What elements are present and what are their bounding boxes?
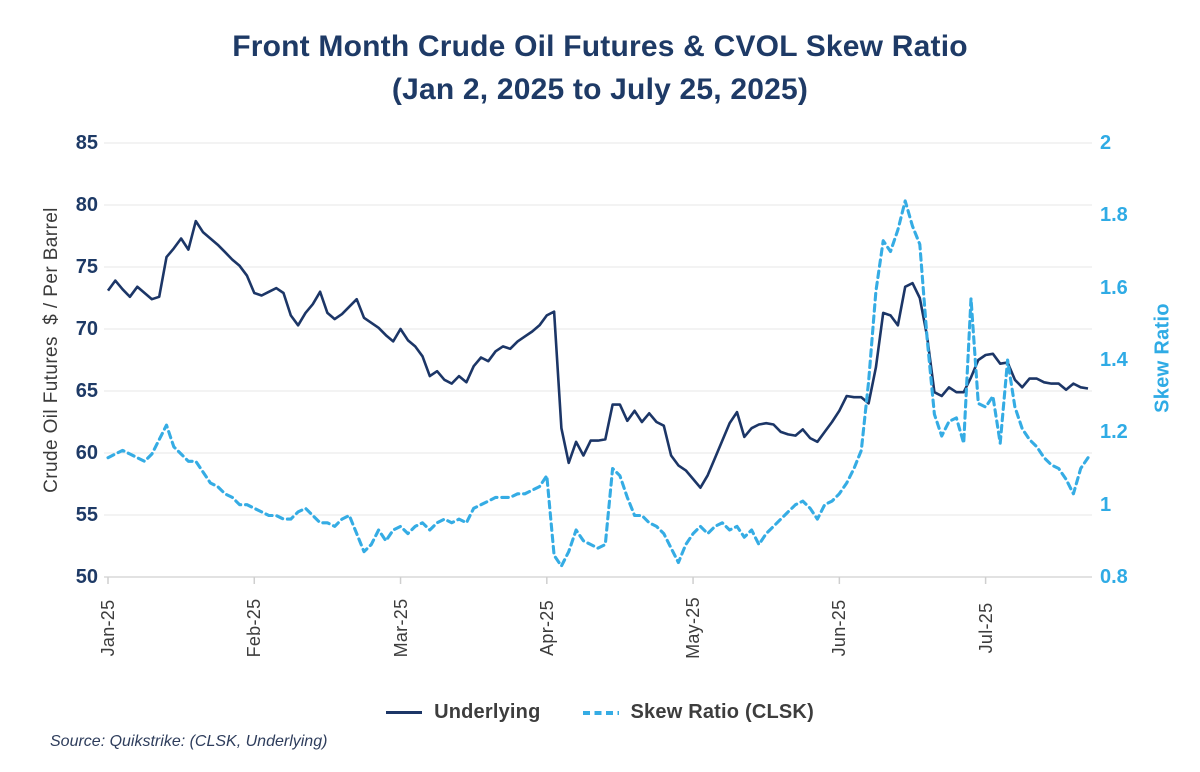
- y-axis-tick-label-left: 60: [75, 442, 98, 464]
- x-axis-tick-label: Jun-25: [829, 599, 850, 657]
- y-axis-tick-label-right: 0.8: [1100, 566, 1128, 588]
- legend-label-skew-ratio: Skew Ratio (CLSK): [630, 701, 814, 723]
- y-axis-tick-label-right: 1.6: [1100, 276, 1128, 299]
- underlying-line-swatch: [386, 711, 423, 714]
- x-axis-tick-label: May-25: [683, 597, 704, 659]
- x-axis-tick-label: Apr-25: [536, 600, 557, 656]
- y-axis-tick-label-right: 1.2: [1100, 421, 1128, 444]
- source-note: Source: Quikstrike: (CLSK, Underlying): [50, 733, 328, 750]
- y-axis-tick-label-left: 80: [75, 194, 98, 216]
- y-axis-tick-label-left: 65: [75, 380, 98, 402]
- x-axis-tick-label: Feb-25: [244, 598, 265, 658]
- x-axis-tick-label: Mar-25: [390, 598, 411, 658]
- chart-title-line2: (Jan 2, 2025 to July 25, 2025): [391, 72, 809, 106]
- y-axis-tick-label-left: 85: [75, 132, 98, 154]
- y-axis-tick-label-left: 75: [75, 256, 98, 278]
- y-axis-tick-label-right: 1.8: [1100, 204, 1128, 227]
- y-axis-tick-label-left: 70: [75, 318, 98, 340]
- legend-item-skew-ratio: Skew Ratio (CLSK): [582, 701, 814, 724]
- legend: Underlying Skew Ratio (CLSK): [0, 701, 1200, 724]
- underlying-line-series: [106, 219, 1089, 490]
- y-axis-tick-label-left: 50: [75, 566, 98, 588]
- y-axis-tick-label-right: 1.4: [1100, 349, 1128, 371]
- legend-label-underlying: Underlying: [434, 701, 541, 723]
- skew-ratio-line-swatch: [582, 710, 619, 715]
- y-axis-tick-label-left: 55: [75, 504, 98, 526]
- legend-item-underlying: Underlying: [386, 701, 540, 724]
- x-axis-tick-label: Jan-25: [98, 599, 118, 657]
- y-axis-tick-label-right: 2: [1100, 132, 1112, 154]
- chart-title-line1: Front Month Crude Oil Futures & CVOL Ske…: [232, 30, 968, 63]
- y-axis-tick-label-right: 1: [1100, 493, 1112, 516]
- chart-title: Front Month Crude Oil Futures & CVOL Ske…: [0, 26, 1200, 111]
- x-axis-tick-label: Jul-25: [975, 602, 996, 654]
- skew-ratio-line-series: [106, 199, 1090, 568]
